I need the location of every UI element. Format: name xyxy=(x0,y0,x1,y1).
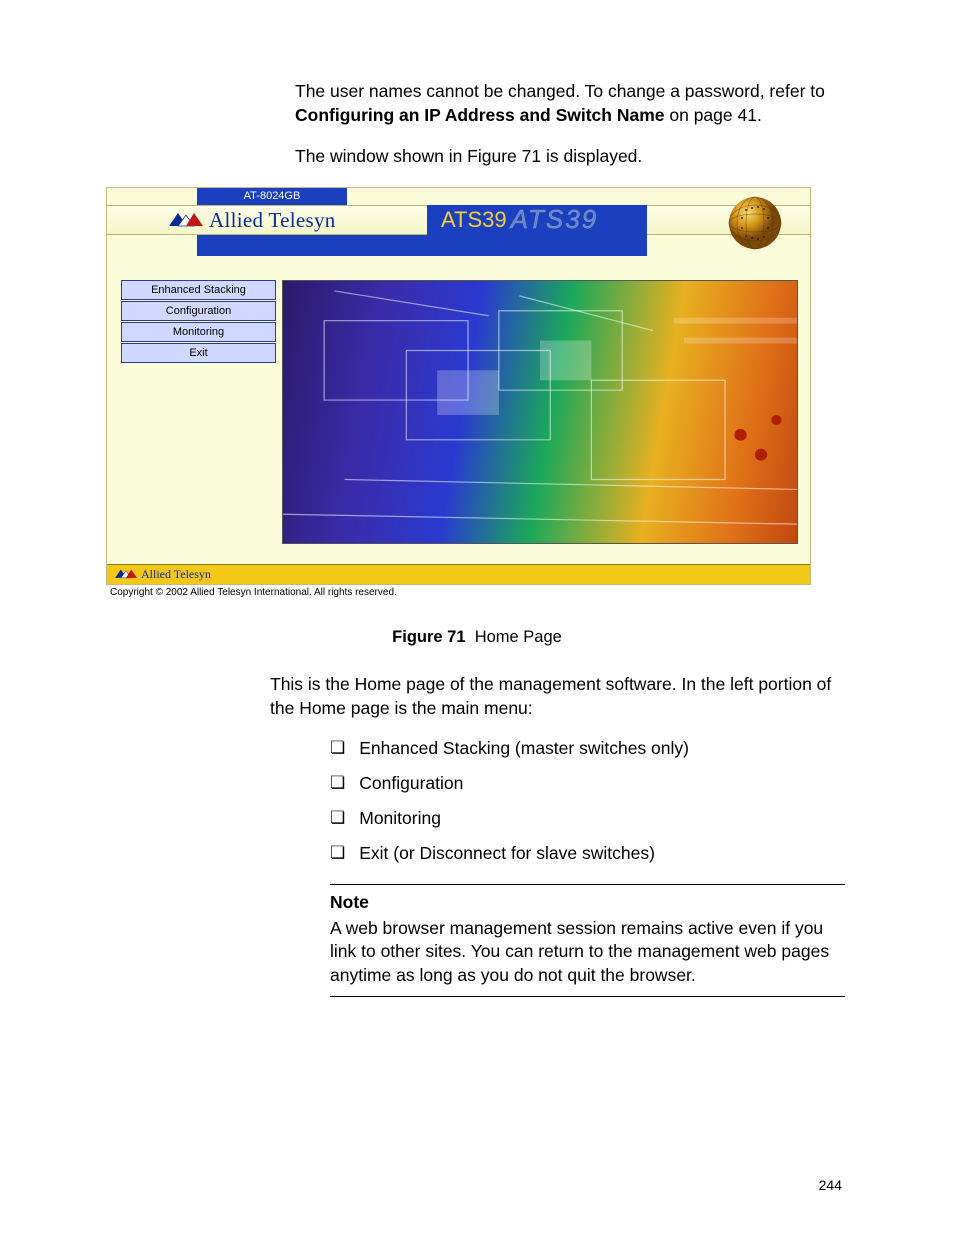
product-label-outline: ATS39 xyxy=(511,204,599,235)
product-label: ATS39 xyxy=(441,207,507,233)
footer-brand-name: Allied Telesyn xyxy=(141,567,211,582)
list-item-text: Configuration xyxy=(359,773,463,794)
list-item-text: Exit (or Disconnect for slave switches) xyxy=(359,843,655,864)
figure-caption: Figure 71 Home Page xyxy=(110,628,844,647)
page-container: The user names cannot be changed. To cha… xyxy=(0,0,954,1057)
brand-logo: Allied Telesyn xyxy=(169,208,336,233)
note-title: Note xyxy=(330,891,845,915)
list-item-text: Monitoring xyxy=(359,808,441,829)
copyright-text: Copyright © 2002 Allied Telesyn Internat… xyxy=(110,587,844,598)
screenshot-home-page: AT-8024GB Allied Telesyn ATS39 ATS39 xyxy=(106,187,811,585)
header-underline-bar xyxy=(197,235,647,256)
allied-telesyn-mark-icon xyxy=(169,211,203,229)
sidebar-menu: Enhanced Stacking Configuration Monitori… xyxy=(121,280,276,544)
list-item: ❏ Enhanced Stacking (master switches onl… xyxy=(330,738,844,759)
paragraph-usernames: The user names cannot be changed. To cha… xyxy=(295,80,844,127)
paragraph-window-shown: The window shown in Figure 71 is display… xyxy=(295,145,844,169)
menu-monitoring[interactable]: Monitoring xyxy=(121,322,276,342)
model-tab: AT-8024GB xyxy=(197,188,347,205)
footer-logo: Allied Telesyn xyxy=(115,567,211,582)
list-item: ❏ Exit (or Disconnect for slave switches… xyxy=(330,843,844,864)
menu-configuration[interactable]: Configuration xyxy=(121,301,276,321)
text-run: on page 41. xyxy=(665,105,762,125)
brand-name: Allied Telesyn xyxy=(209,208,336,233)
list-item-text: Enhanced Stacking (master switches only) xyxy=(359,738,689,759)
allied-telesyn-mark-icon xyxy=(115,568,137,580)
figure-71: AT-8024GB Allied Telesyn ATS39 ATS39 xyxy=(110,187,844,598)
figure-title: Home Page xyxy=(475,628,562,646)
note-callout: Note A web browser management session re… xyxy=(330,884,845,997)
figure-label: Figure 71 xyxy=(392,628,465,646)
menu-exit[interactable]: Exit xyxy=(121,343,276,363)
menu-enhanced-stacking[interactable]: Enhanced Stacking xyxy=(121,280,276,300)
hero-graphic xyxy=(282,280,798,544)
list-item: ❏ Configuration xyxy=(330,773,844,794)
product-tab: ATS39 ATS39 xyxy=(427,205,647,235)
list-item: ❏ Monitoring xyxy=(330,808,844,829)
cross-reference-link[interactable]: Configuring an IP Address and Switch Nam… xyxy=(295,105,665,125)
checkbox-icon: ❏ xyxy=(330,808,345,828)
checkbox-icon: ❏ xyxy=(330,843,345,863)
paragraph-home-page: This is the Home page of the management … xyxy=(270,673,844,720)
main-menu-list: ❏ Enhanced Stacking (master switches onl… xyxy=(330,738,844,864)
screenshot-body: Enhanced Stacking Configuration Monitori… xyxy=(107,258,810,564)
screenshot-footer: Allied Telesyn xyxy=(107,564,810,584)
screenshot-header: AT-8024GB Allied Telesyn ATS39 ATS39 xyxy=(107,188,810,258)
checkbox-icon: ❏ xyxy=(330,738,345,758)
globe-icon xyxy=(728,196,782,250)
page-number: 244 xyxy=(819,1177,842,1193)
note-body: A web browser management session remains… xyxy=(330,917,845,988)
checkbox-icon: ❏ xyxy=(330,773,345,793)
text-run: The user names cannot be changed. To cha… xyxy=(295,81,825,101)
